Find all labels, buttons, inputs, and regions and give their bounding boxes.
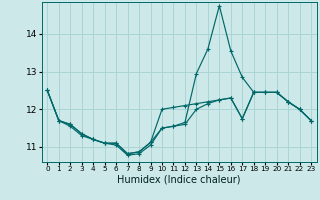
X-axis label: Humidex (Indice chaleur): Humidex (Indice chaleur)	[117, 175, 241, 185]
